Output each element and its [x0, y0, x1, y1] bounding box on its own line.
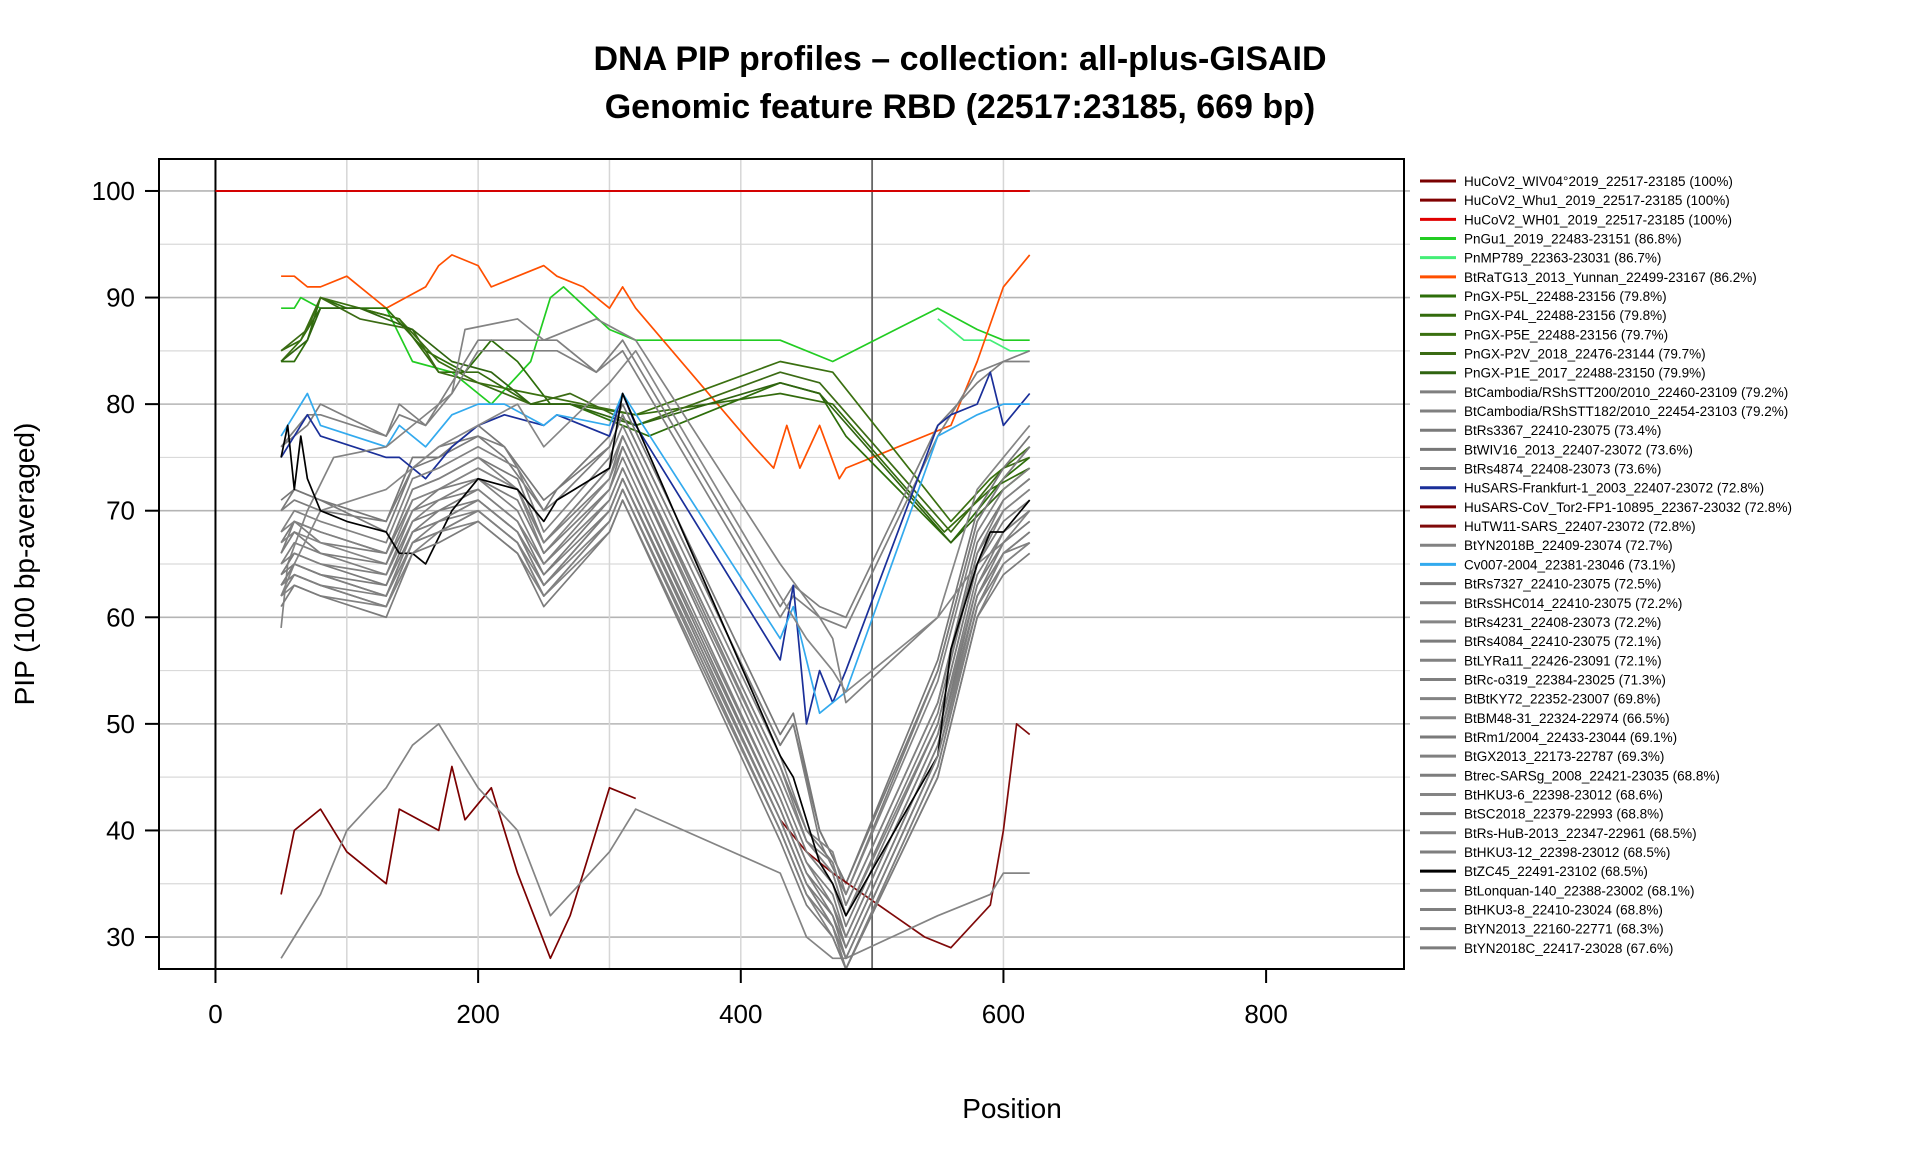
legend-entry-6: PnGX-P5L_22488-23156 (79.8%) — [1464, 289, 1667, 304]
plot-frame — [158, 158, 1405, 970]
series-line-9 — [280, 296, 1031, 533]
legend-entry-39: BtYN2013_22160-22771 (68.3%) — [1464, 922, 1664, 937]
chart-title: DNA PIP profiles – collection: all-plus-… — [593, 40, 1326, 78]
legend-entry-30: BtGX2013_22173-22787 (69.3%) — [1464, 749, 1664, 764]
legend-entry-29: BtRm1/2004_22433-23044 (69.1%) — [1464, 730, 1677, 745]
y-tick-label: 40 — [106, 815, 135, 845]
y-tick-label: 80 — [106, 389, 135, 419]
y-tick-label: 70 — [106, 496, 135, 526]
legend-entry-7: PnGX-P4L_22488-23156 (79.8%) — [1464, 308, 1667, 323]
series-line-39 — [280, 488, 1031, 969]
legend-entry-37: BtLonquan-140_22388-23002 (68.1%) — [1464, 883, 1694, 898]
legend-entry-35: BtHKU3-12_22398-23012 (68.5%) — [1464, 845, 1670, 860]
legend-entry-25: BtLYRa11_22426-23091 (72.1%) — [1464, 653, 1662, 668]
series-line-30 — [280, 467, 1031, 938]
x-tick-label: 400 — [719, 999, 762, 1029]
series-line-32 — [280, 723, 1030, 960]
legend-entry-2: HuCoV2_WH01_2019_22517-23185 (100%) — [1464, 212, 1732, 227]
legend-entry-9: PnGX-P2V_2018_22476-23144 (79.7%) — [1464, 347, 1706, 362]
legend-entry-33: BtSC2018_22379-22993 (68.8%) — [1464, 807, 1664, 822]
y-tick-label: 30 — [106, 922, 135, 952]
legend-entry-26: BtRc-o319_22384-23025 (71.3%) — [1464, 672, 1666, 687]
legend-entry-3: PnGu1_2019_22483-23151 (86.8%) — [1464, 232, 1682, 247]
legend-entry-14: BtWIV16_2013_22407-23072 (73.6%) — [1464, 442, 1693, 457]
series-line-26 — [280, 456, 1031, 938]
legend-entry-22: BtRsSHC014_22410-23075 (72.2%) — [1464, 596, 1682, 611]
series-line-8 — [280, 296, 1031, 523]
y-tick-label: 60 — [106, 602, 135, 632]
series-line-24 — [280, 445, 1031, 928]
legend-entry-13: BtRs3367_22410-23075 (73.4%) — [1464, 423, 1661, 438]
series-line-38 — [280, 477, 1031, 960]
series-lines — [215, 190, 1031, 969]
x-axis-label: Position — [962, 1093, 1062, 1124]
y-axis-label: PIP (100 bp-averaged) — [9, 423, 40, 706]
legend-entry-31: Btrec-SARSg_2008_22421-23035 (68.8%) — [1464, 768, 1720, 783]
series-line-20 — [280, 392, 1030, 715]
legend-entry-19: BtYN2018B_22409-23074 (72.7%) — [1464, 538, 1673, 553]
series-line-28 — [280, 349, 1031, 693]
legend-entry-17: HuSARS-CoV_Tor2-FP1-10895_22367-23032 (7… — [1464, 500, 1792, 515]
series-line-40 — [280, 499, 1031, 969]
x-tick-label: 0 — [208, 999, 222, 1029]
legend-entry-18: HuTW11-SARS_22407-23072 (72.8%) — [1464, 519, 1696, 534]
chart-subtitle: Genomic feature RBD (22517:23185, 669 bp… — [605, 88, 1316, 126]
legend: HuCoV2_WIV04°2019_22517-23185 (100%) HuCo… — [1420, 174, 1792, 956]
grid-lines — [159, 159, 1410, 969]
series-line-15 — [280, 413, 1031, 896]
legend-entry-40: BtYN2018C_22417-23028 (67.6%) — [1464, 941, 1673, 956]
legend-entry-34: BtRs-HuB-2013_22347-22961 (68.5%) — [1464, 826, 1697, 841]
axes: 30 40 50 60 70 80 90 100 0 200 400 600 800 — [92, 176, 1288, 1029]
legend-entry-24: BtRs4084_22410-23075 (72.1%) — [1464, 634, 1661, 649]
legend-entry-20: Cv007-2004_22381-23046 (73.1%) — [1464, 557, 1676, 572]
legend-entry-8: PnGX-P5E_22488-23156 (79.7%) — [1464, 327, 1668, 342]
legend-entry-0: HuCoV2_WIV04°2019_22517-23185 (100%) — [1464, 174, 1733, 189]
legend-entry-32: BtHKU3-6_22398-23012 (68.6%) — [1464, 787, 1663, 802]
legend-entry-10: PnGX-P1E_2017_22488-23150 (79.9%) — [1464, 366, 1706, 381]
legend-entry-11: BtCambodia/RShSTT200/2010_22460-23109 (7… — [1464, 385, 1788, 400]
x-tick-label: 800 — [1244, 999, 1287, 1029]
legend-entry-21: BtRs7327_22410-23075 (72.5%) — [1464, 577, 1661, 592]
legend-entry-5: BtRaTG13_2013_Yunnan_22499-23167 (86.2%) — [1464, 270, 1757, 285]
series-line-36 — [280, 392, 1031, 917]
legend-entry-28: BtBM48-31_22324-22974 (66.5%) — [1464, 711, 1670, 726]
legend-entry-23: BtRs4231_22408-23073 (72.2%) — [1464, 615, 1661, 630]
series-line-12 — [280, 349, 1030, 629]
legend-entry-36: BtZC45_22491-23102 (68.5%) — [1464, 864, 1648, 879]
legend-entry-27: BtBtKY72_22352-23007 (69.8%) — [1464, 692, 1661, 707]
series-line-5 — [281, 254, 1031, 480]
series-line-17 — [280, 765, 637, 960]
legend-entry-12: BtCambodia/RShSTT182/2010_22454-23103 (7… — [1464, 404, 1788, 419]
legend-entry-15: BtRs4874_22408-23073 (73.6%) — [1464, 462, 1661, 477]
y-tick-label: 90 — [106, 283, 135, 313]
x-tick-label: 200 — [456, 999, 499, 1029]
y-tick-label: 50 — [106, 709, 135, 739]
series-line-27 — [280, 318, 1031, 704]
y-tick-label: 100 — [92, 176, 135, 206]
legend-entry-16: HuSARS-Frankfurt-1_2003_22407-23072 (72.… — [1464, 481, 1764, 496]
legend-entry-38: BtHKU3-8_22410-23024 (68.8%) — [1464, 902, 1663, 917]
legend-entry-1: HuCoV2_Whu1_2019_22517-23185 (100%) — [1464, 193, 1730, 208]
legend-entry-4: PnMP789_22363-23031 (86.7%) — [1464, 251, 1661, 266]
series-line-4 — [937, 318, 1030, 352]
series-line-10 — [280, 307, 1031, 544]
series-line-18 — [779, 723, 1031, 949]
series-line-19 — [280, 424, 1031, 896]
x-tick-label: 600 — [982, 999, 1025, 1029]
